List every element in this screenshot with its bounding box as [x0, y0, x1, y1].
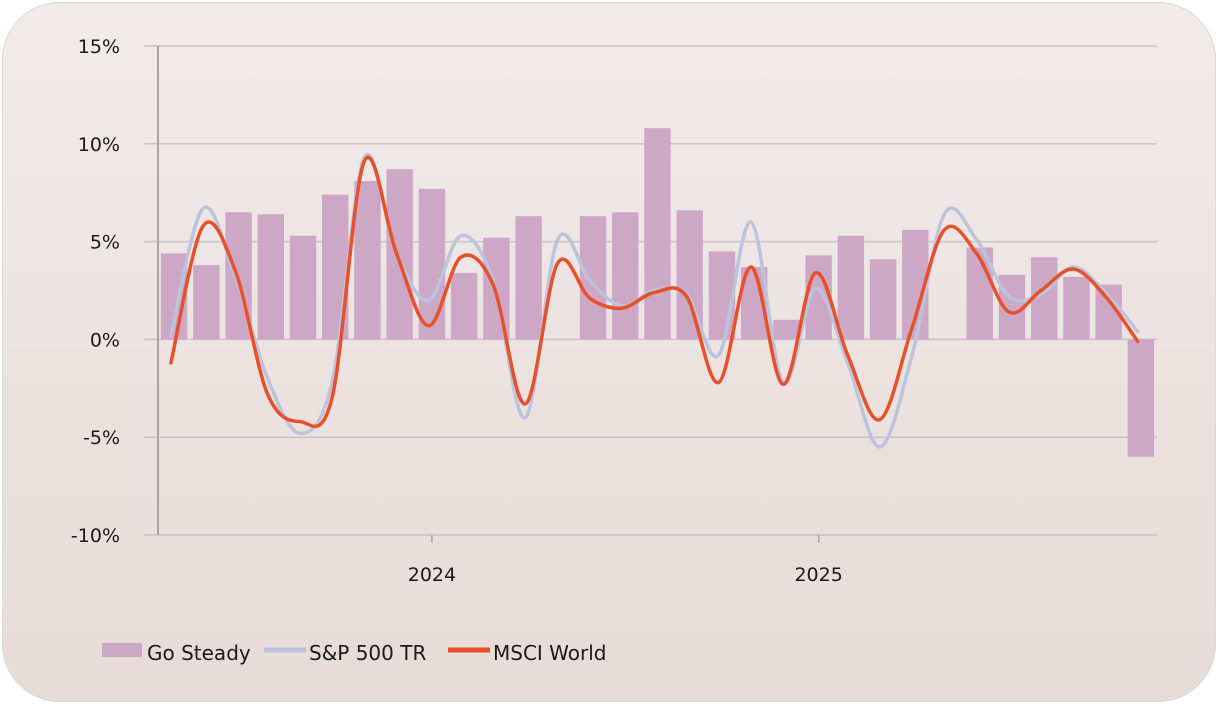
legend-label: MSCI World	[493, 641, 607, 665]
series-lines	[169, 152, 1140, 449]
bar-go-steady	[193, 265, 220, 340]
y-tick-label: -5%	[83, 427, 120, 449]
legend-swatch-bar	[102, 643, 142, 657]
y-tick-label: 10%	[78, 134, 120, 156]
bar-go-steady	[837, 235, 865, 340]
bar-go-steady	[1063, 276, 1090, 340]
bar-go-steady	[773, 319, 800, 340]
bar-go-steady	[386, 169, 413, 340]
legend: Go Steady S&P 500 TR MSCI World	[102, 641, 607, 665]
bar-go-steady	[1127, 339, 1155, 457]
bar-go-steady	[708, 251, 736, 340]
bar-go-steady	[869, 259, 897, 340]
y-tick-label: 15%	[78, 36, 120, 58]
x-tick-label: 2024	[408, 564, 456, 586]
go-steady-bars	[160, 128, 1155, 457]
bar-go-steady	[354, 180, 381, 340]
bar-go-steady	[515, 216, 542, 340]
bar-go-steady	[612, 212, 639, 340]
legend-label: S&P 500 TR	[309, 641, 426, 665]
axis-layer: -10% -5% 0% 5% 10% 15% 2024 2025	[71, 36, 843, 586]
bar-go-steady	[289, 235, 317, 340]
y-tick-label: 5%	[90, 232, 120, 254]
bar-go-steady	[644, 128, 671, 340]
bar-go-steady	[450, 272, 478, 340]
y-tick-label: -10%	[71, 525, 120, 547]
bar-go-steady	[418, 188, 446, 340]
y-tick-label: 0%	[90, 329, 120, 351]
legend-sp500: S&P 500 TR	[264, 641, 426, 665]
x-tick-label: 2025	[794, 564, 842, 586]
legend-msci-world: MSCI World	[448, 641, 607, 665]
legend-label: Go Steady	[147, 641, 251, 665]
bar-go-steady	[257, 214, 285, 340]
legend-go-steady: Go Steady	[102, 641, 251, 665]
bar-go-steady	[579, 216, 607, 340]
msci-world-line	[169, 155, 1140, 429]
